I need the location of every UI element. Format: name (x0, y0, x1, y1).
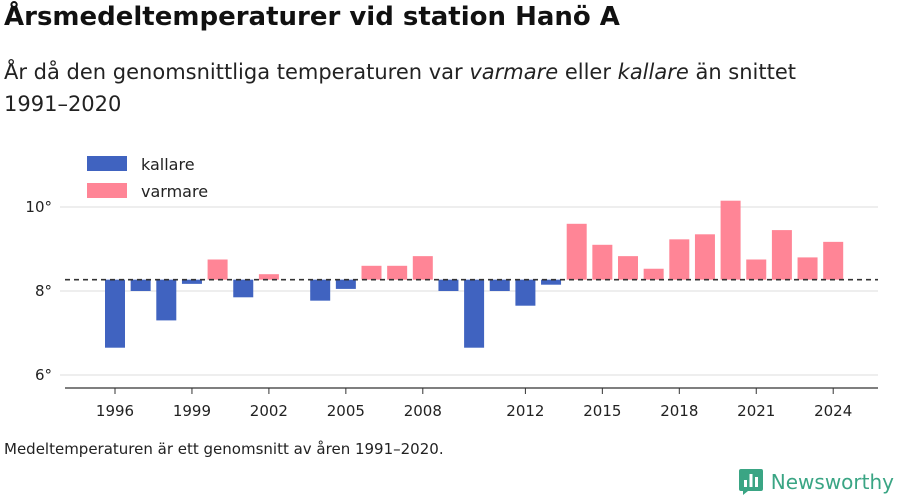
y-tick-label: 8° (35, 282, 52, 300)
bar-kallare (489, 279, 510, 291)
bar-varmare (566, 223, 587, 280)
bar-kallare (130, 279, 151, 291)
x-tick-label: 2008 (404, 402, 442, 420)
bar-varmare (771, 230, 792, 280)
subtitle-text-1: År då den genomsnittliga temperaturen va… (4, 60, 470, 84)
legend-swatch-kallare (87, 156, 127, 171)
bar-varmare (387, 265, 408, 280)
bar-kallare (310, 279, 331, 301)
footnote: Medeltemperaturen är ett genomsnitt av å… (4, 440, 444, 458)
x-tick-label: 2005 (327, 402, 365, 420)
x-tick-label: 2024 (814, 402, 852, 420)
brand-name: Newsworthy (770, 470, 894, 494)
y-tick-label: 10° (25, 198, 52, 216)
bar-varmare (592, 244, 613, 280)
bar-varmare (361, 265, 382, 280)
bar-kallare (181, 279, 202, 284)
bar-varmare (258, 274, 279, 280)
bar-varmare (618, 256, 638, 280)
bar-varmare (823, 241, 844, 280)
x-tick-label: 1996 (96, 402, 134, 420)
newsworthy-logo-icon (738, 469, 763, 495)
x-tick-label: 2002 (250, 402, 288, 420)
legend-label-varmare: varmare (141, 182, 208, 201)
legend-swatch-varmare (87, 183, 127, 198)
bar-kallare (541, 279, 562, 285)
bar-varmare (720, 200, 741, 280)
bar-kallare (233, 279, 254, 298)
x-tick-label: 2015 (583, 402, 621, 420)
bar-varmare (643, 268, 664, 280)
bar-varmare (797, 257, 818, 280)
subtitle: År då den genomsnittliga temperaturen va… (4, 56, 864, 120)
bar-varmare (694, 234, 715, 280)
x-tick-label: 2012 (506, 402, 544, 420)
x-tick-label: 2021 (737, 402, 775, 420)
temperature-bar-chart: 6° 8° 10° 1996 1999 2002 2005 2008 2012 2015 2018 2… (25, 155, 878, 420)
brand[interactable]: Newsworthy (738, 466, 894, 498)
bar-kallare (464, 279, 485, 348)
bar-varmare (412, 256, 433, 280)
bar-kallare (438, 279, 459, 291)
x-tick-label: 2018 (660, 402, 698, 420)
subtitle-text-3: än snittet 1991–2020 (4, 60, 797, 116)
subtitle-colder: kallare (617, 60, 689, 84)
legend-label-kallare: kallare (141, 155, 195, 174)
bar-kallare (515, 279, 536, 306)
y-tick-label: 6° (35, 366, 52, 384)
bar-kallare (156, 279, 177, 321)
bar-varmare (207, 259, 228, 280)
subtitle-text-2: eller (558, 60, 618, 84)
page-title: Årsmedeltemperaturer vid station Hanö A (4, 2, 620, 32)
x-tick-label: 1999 (173, 402, 211, 420)
bar-varmare (746, 259, 767, 280)
subtitle-warmer: varmare (469, 60, 559, 84)
bar-kallare (105, 279, 125, 348)
bar-kallare (335, 279, 356, 289)
bar-varmare (669, 239, 690, 280)
